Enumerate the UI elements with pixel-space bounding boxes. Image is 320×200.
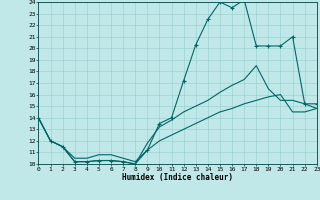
- X-axis label: Humidex (Indice chaleur): Humidex (Indice chaleur): [122, 173, 233, 182]
